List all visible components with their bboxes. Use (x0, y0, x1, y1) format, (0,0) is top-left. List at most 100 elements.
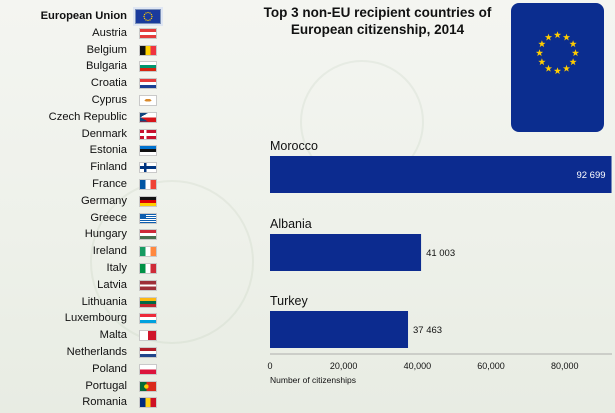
x-axis-title: Number of citizenships (270, 375, 356, 385)
poland-flag-icon (139, 363, 157, 375)
sidebar-item-malta[interactable]: Malta (0, 327, 165, 344)
sidebar-item-poland[interactable]: Poland (0, 361, 165, 378)
latvia-flag-icon (139, 279, 157, 291)
sidebar-item-label: Netherlands (66, 345, 127, 358)
sidebar-item-italy[interactable]: Italy (0, 260, 165, 277)
x-tick-label: 0 (267, 361, 272, 371)
netherlands-flag-icon (139, 346, 157, 358)
estonia-flag-icon (139, 145, 157, 157)
croatia-flag-icon (139, 78, 157, 90)
romania-flag-icon (139, 397, 157, 409)
sidebar-item-label: Malta (99, 329, 127, 342)
lithuania-flag-icon (139, 296, 157, 308)
sidebar-item-luxembourg[interactable]: Luxembourg (0, 310, 165, 327)
bar (270, 234, 422, 271)
belgium-flag-icon (139, 44, 157, 56)
chart-title: Top 3 non-EU recipient countries of Euro… (263, 5, 492, 37)
sidebar-item-ireland[interactable]: Ireland (0, 243, 165, 260)
sidebar-item-eu[interactable]: European Union (0, 8, 165, 25)
category-label: Morocco (270, 139, 318, 153)
sidebar-item-france[interactable]: France (0, 176, 165, 193)
eu-star (562, 64, 571, 72)
germany-flag-icon (139, 195, 157, 207)
hungary-flag-icon (139, 229, 157, 241)
sidebar-item-greece[interactable]: Greece (0, 210, 165, 227)
sidebar-item-portugal[interactable]: Portugal (0, 378, 165, 395)
sidebar-item-finland[interactable]: Finland (0, 159, 165, 176)
sidebar-item-label: Greece (90, 211, 127, 224)
luxembourg-flag-icon (139, 313, 157, 325)
sidebar-item-lithuania[interactable]: Lithuania (0, 294, 165, 311)
sidebar-item-romania[interactable]: Romania (0, 394, 165, 411)
bar (270, 156, 612, 193)
bar (270, 311, 409, 348)
sidebar-item-label: Croatia (90, 77, 127, 90)
sidebar-item-label: Czech Republic (48, 110, 127, 123)
sidebar-item-belgium[interactable]: Belgium (0, 42, 165, 59)
portugal-flag-icon (139, 380, 157, 392)
sidebar-item-estonia[interactable]: Estonia (0, 142, 165, 159)
sidebar-item-label: Portugal (85, 379, 127, 392)
sidebar-item-label: Estonia (89, 144, 127, 157)
sidebar-item-label: Ireland (92, 245, 127, 258)
ireland-flag-icon (139, 246, 157, 258)
greece-flag-icon (139, 212, 157, 224)
sidebar-item-germany[interactable]: Germany (0, 193, 165, 210)
eu-star (569, 58, 577, 66)
sidebar-item-label: Italy (106, 261, 127, 274)
sidebar-item-label: Bulgaria (85, 60, 127, 73)
background-watermark (90, 180, 254, 344)
sidebar-item-label: Finland (90, 161, 127, 174)
eu-star (569, 40, 577, 48)
eu-star (538, 40, 546, 48)
eu-star (544, 33, 553, 41)
sidebar-item-label: Luxembourg (64, 312, 127, 325)
x-tick-label: 20,000 (330, 361, 358, 371)
eu-star (538, 58, 546, 66)
data-label: 37 463 (413, 325, 442, 336)
sidebar-item-czech[interactable]: Czech Republic (0, 109, 165, 126)
x-tick-label: 80,000 (551, 361, 579, 371)
x-tick-label: 40,000 (404, 361, 432, 371)
malta-flag-icon (139, 330, 157, 342)
sidebar-item-label: Poland (92, 362, 127, 375)
sidebar-item-austria[interactable]: Austria (0, 25, 165, 42)
sidebar-item-latvia[interactable]: Latvia (0, 277, 165, 294)
sidebar-item-label: Lithuania (81, 295, 127, 308)
sidebar-item-label: Belgium (86, 43, 127, 56)
sidebar-item-label: Romania (82, 396, 127, 409)
france-flag-icon (139, 178, 157, 190)
eu-stars-icon (535, 31, 580, 75)
sidebar-item-label: Austria (92, 26, 127, 39)
denmark-flag-icon (139, 128, 157, 140)
sidebar-item-label: Denmark (81, 127, 127, 140)
cyprus-flag-icon (139, 94, 157, 106)
sidebar-item-label: Cyprus (91, 93, 127, 106)
italy-flag-icon (139, 262, 157, 274)
sidebar-item-label: European Union (40, 10, 127, 22)
eu-star (553, 67, 562, 75)
eu-star (562, 33, 571, 41)
czech-flag-icon (139, 111, 157, 123)
sidebar-item-netherlands[interactable]: Netherlands (0, 344, 165, 361)
sidebar-item-label: Hungary (84, 228, 127, 241)
sidebar-item-cyprus[interactable]: Cyprus (0, 92, 165, 109)
finland-flag-icon (139, 162, 157, 174)
eu-flag-icon (135, 9, 161, 24)
x-tick-label: 60,000 (477, 361, 505, 371)
eu-star (535, 49, 544, 57)
country-list: European Union Austria Belgium Bulgaria Croa… (0, 8, 165, 411)
sidebar-item-croatia[interactable]: Croatia (0, 75, 165, 92)
data-label: 41 003 (426, 248, 455, 259)
austria-flag-icon (139, 27, 157, 39)
eu-passport-card (511, 3, 604, 132)
sidebar-item-bulgaria[interactable]: Bulgaria (0, 58, 165, 75)
sidebar-item-denmark[interactable]: Denmark (0, 126, 165, 143)
data-label: 92 699 (576, 170, 605, 181)
category-label: Turkey (270, 294, 308, 308)
sidebar-item-hungary[interactable]: Hungary (0, 226, 165, 243)
category-label: Albania (270, 217, 312, 231)
eu-star (553, 31, 562, 39)
sidebar-item-label: Germany (80, 194, 127, 207)
sidebar-item-label: Latvia (97, 278, 127, 291)
